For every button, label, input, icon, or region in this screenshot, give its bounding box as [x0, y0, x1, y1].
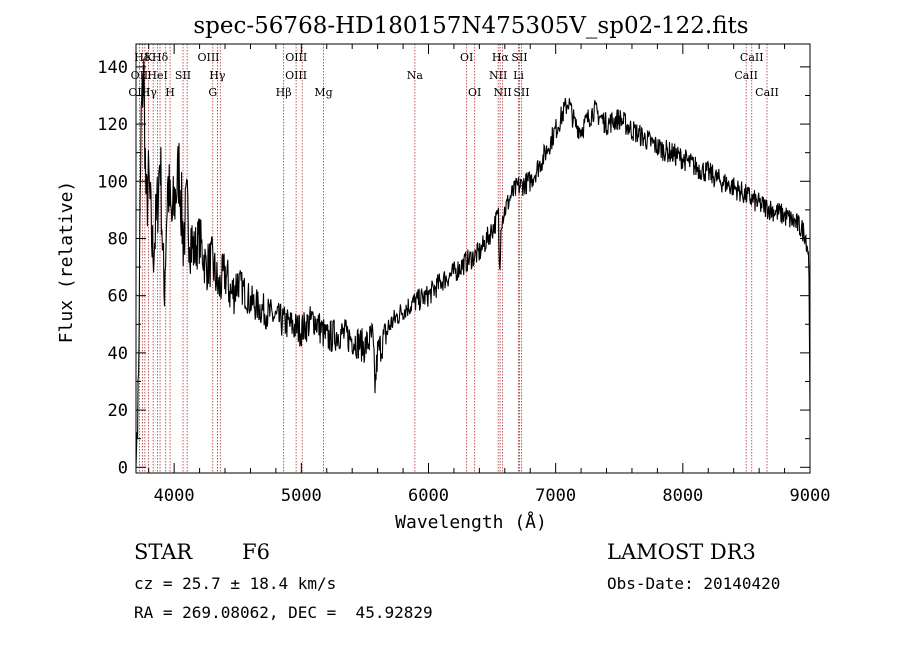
- line-label: K: [145, 51, 154, 64]
- line-label: CaII: [740, 51, 764, 64]
- y-tick-label: 20: [108, 401, 128, 421]
- x-axis-label: Wavelength (Å): [395, 511, 547, 533]
- plot-frame: [135, 43, 811, 474]
- coordinates-readout: RA = 269.08062, DEC = 45.92829: [134, 603, 433, 622]
- object-subclass: F6: [242, 540, 270, 564]
- line-label: NII: [493, 86, 511, 99]
- line-label: SII: [513, 86, 529, 99]
- line-label: OIII: [285, 69, 307, 82]
- object-class: STAR: [134, 540, 193, 564]
- x-tick-label: 4000: [154, 486, 195, 506]
- spectral-line-markers: [139, 44, 768, 473]
- line-label: Mg: [314, 86, 332, 99]
- line-label: CaII: [734, 69, 758, 82]
- line-label: SII: [175, 69, 191, 82]
- line-label: Hγ: [209, 69, 226, 82]
- x-tick-label: 9000: [790, 486, 831, 506]
- y-tick-label: 80: [108, 229, 128, 249]
- line-label: G: [208, 86, 217, 99]
- line-label: Hδ: [152, 51, 169, 64]
- line-label: Hβ: [276, 86, 292, 99]
- x-tick-label: 6000: [408, 486, 449, 506]
- line-label: OI: [468, 86, 481, 99]
- line-label: OI: [460, 51, 473, 64]
- redshift-readout: cz = 25.7 ± 18.4 km/s: [134, 574, 337, 593]
- line-label: OII: [131, 69, 149, 82]
- line-label: Hδ: [134, 51, 151, 64]
- line-label: CaII: [755, 86, 779, 99]
- x-tick-label: 8000: [662, 486, 703, 506]
- line-label: Na: [407, 69, 424, 82]
- y-tick-label: 100: [97, 172, 128, 192]
- x-tick-label: 5000: [281, 486, 322, 506]
- chart-title: spec-56768-HD180157N475305V_sp02-122.fit…: [193, 13, 748, 39]
- line-label: HeI: [147, 69, 167, 82]
- line-label: OIII: [197, 51, 219, 64]
- y-tick-label: 140: [97, 58, 128, 78]
- spectrum-line: [135, 58, 811, 468]
- obs-date-readout: Obs-Date: 20140420: [607, 574, 781, 593]
- line-label: H: [165, 86, 175, 99]
- y-tick-label: 0: [118, 458, 128, 478]
- line-label: OIII: [285, 51, 307, 64]
- y-tick-label: 60: [108, 287, 128, 307]
- line-label: Hα: [492, 51, 510, 64]
- y-axis-label: Flux (relative): [56, 181, 77, 344]
- y-tick-label: 120: [97, 115, 128, 135]
- y-tick-label: 40: [108, 344, 128, 364]
- line-label: SII: [511, 51, 527, 64]
- axis-ticks: 4000 5000 6000 7000 8000 9000 0 20 40 60 80 100 120 1…: [97, 44, 830, 506]
- survey-label: LAMOST DR3: [607, 540, 756, 564]
- x-tick-label: 7000: [535, 486, 576, 506]
- line-label: OIII: [128, 86, 150, 99]
- line-label: Li: [513, 69, 524, 82]
- line-label: NII: [489, 69, 507, 82]
